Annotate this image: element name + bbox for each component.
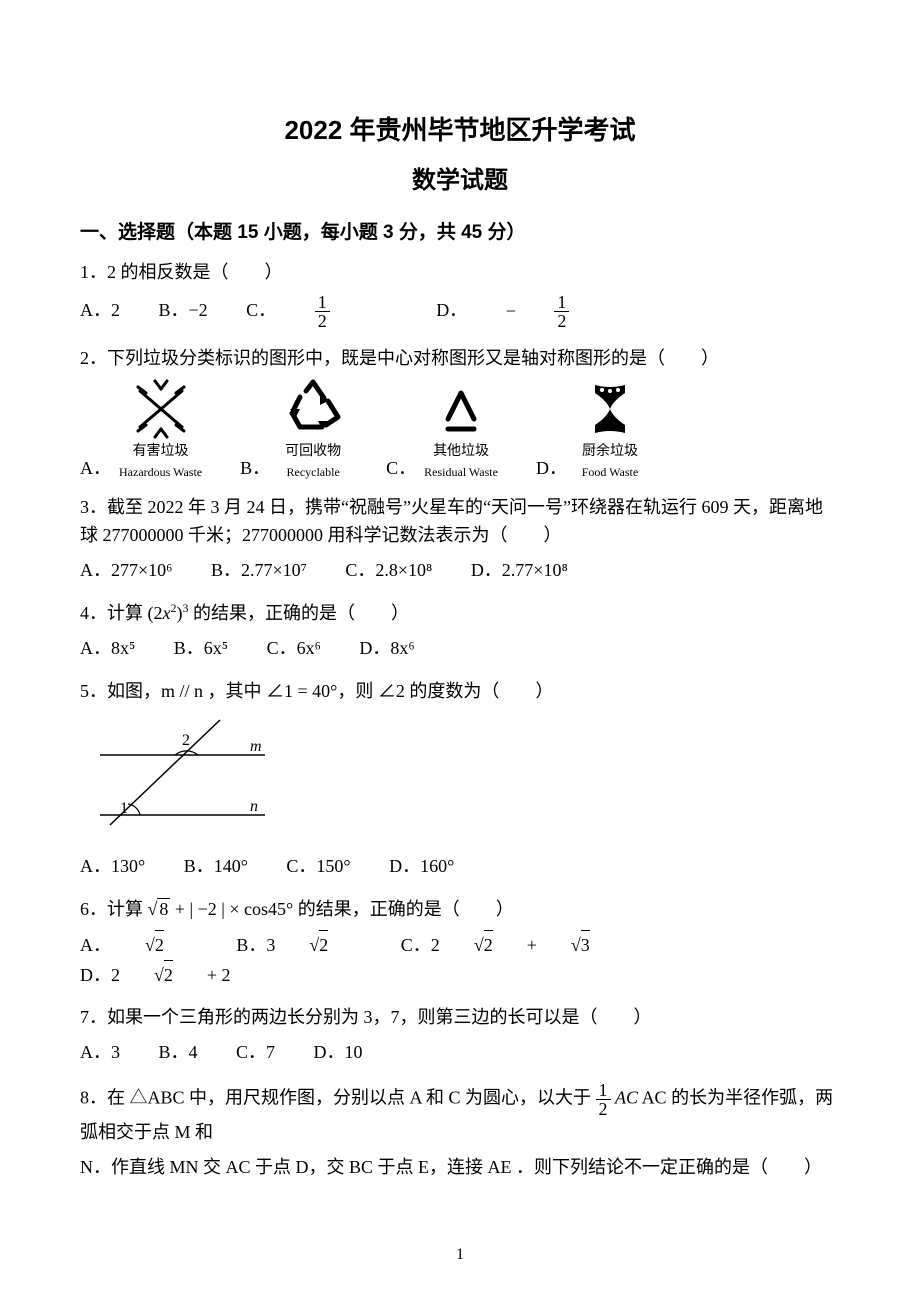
q4-pre: 4．计算 <box>80 603 143 623</box>
q4-expr-open: (2 <box>148 603 163 623</box>
q2-a-letter: A． <box>80 454 111 483</box>
q7-options: A．3 B．4 C．7 D．10 <box>80 1038 840 1067</box>
q2-a-cn: 有害垃圾 <box>119 441 202 463</box>
q8-frac-den: 2 <box>596 1100 611 1118</box>
q4-opt-d: D．8x⁶ <box>359 634 414 663</box>
q6-c-pre: C．2 <box>401 931 440 960</box>
q5-opt-b: B．140° <box>184 852 248 881</box>
q2-stem: 2．下列垃圾分类标识的图形中，既是中心对称图形又是轴对称图形的是（ ） <box>80 344 840 373</box>
q8-pre: 8．在 △ABC 中，用尺规作图，分别以点 A 和 C 为圆心，以大于 <box>80 1088 591 1108</box>
q7-opt-b: B．4 <box>159 1038 198 1067</box>
recyclable-icon <box>278 379 348 439</box>
q7-opt-c: C．7 <box>236 1038 275 1067</box>
q3-opt-b: B．2.77×10⁷ <box>211 556 307 585</box>
q6-opt-b: B．3√2 <box>236 930 362 960</box>
q1-d-prefix: D． <box>436 296 467 325</box>
q6-d-pre: D．2 <box>80 961 120 990</box>
q4-opt-b: B．6x⁵ <box>174 634 228 663</box>
q1-opt-b: B．−2 <box>159 296 208 325</box>
q4-expr-sup2: 3 <box>183 601 189 615</box>
q2-d-en: Food Waste <box>575 463 645 482</box>
q6-rest: + | −2 | × cos45° 的结果，正确的是（ ） <box>175 899 514 919</box>
q8-frac-num: 1 <box>596 1081 611 1100</box>
q2-b-letter: B． <box>240 454 270 483</box>
q6-opt-c: C．2√2 + √3 <box>401 930 624 960</box>
q3-opt-d: D．2.77×10⁸ <box>471 556 568 585</box>
q1-opt-a: A．2 <box>80 296 120 325</box>
q4-stem: 4．计算 (2x2)3 的结果，正确的是（ ） <box>80 599 840 628</box>
q1-opt-c: C． 12 <box>246 293 398 330</box>
exam-subtitle: 数学试题 <box>80 162 840 200</box>
q5-label-2: 2 <box>182 732 190 749</box>
q3-opt-a: A．277×10⁶ <box>80 556 172 585</box>
q8-line2: N．作直线 MN 交 AC 于点 D，交 BC 于点 E，连接 AE ．则下列结… <box>80 1153 840 1182</box>
q5-opt-d: D．160° <box>389 852 454 881</box>
q4-opt-a: A．8x⁵ <box>80 634 135 663</box>
q6-b-pre: B．3 <box>236 931 275 960</box>
q1-options: A．2 B．−2 C． 12 D． − 12 <box>80 293 840 330</box>
hazardous-waste-icon <box>126 379 196 439</box>
q2-b-cn: 可回收物 <box>278 441 348 463</box>
q2-options: A． 有害垃圾 Hazardous Waste B． <box>80 379 840 483</box>
q2-c-cn: 其他垃圾 <box>424 441 498 463</box>
q4-opt-c: C．6x⁶ <box>267 634 321 663</box>
q1-c-prefix: C． <box>246 296 276 325</box>
q2-a-en: Hazardous Waste <box>119 463 202 482</box>
q5-options: A．130° B．140° C．150° D．160° <box>80 852 840 881</box>
q3-opt-c: C．2.8×10⁸ <box>345 556 432 585</box>
q1-c-num: 1 <box>315 293 330 312</box>
q6-sqrt8: 8 <box>157 898 170 919</box>
exam-title: 2022 年贵州毕节地区升学考试 <box>80 110 840 152</box>
q6-options: A．√2 B．3√2 C．2√2 + √3 D．2√2 + 2 <box>80 930 840 990</box>
food-waste-icon <box>575 379 645 439</box>
q6-c-plus: + <box>527 931 537 960</box>
q5-label-1: 1 <box>120 800 128 817</box>
q1-opt-d: D． − 12 <box>436 293 637 330</box>
q2-c-letter: C． <box>386 454 416 483</box>
q4-post: 的结果，正确的是（ ） <box>193 603 409 623</box>
q2-c-en: Residual Waste <box>424 463 498 482</box>
q7-stem: 7．如果一个三角形的两边长分别为 3，7，则第三边的长可以是（ ） <box>80 1003 840 1032</box>
q6-opt-d: D．2√2 + 2 <box>80 960 265 990</box>
q1-c-den: 2 <box>315 312 330 330</box>
section-1-heading: 一、选择题（本题 15 小题，每小题 3 分，共 45 分） <box>80 218 840 248</box>
q4-expr-var: x <box>163 603 171 623</box>
q8-line1: 8．在 △ABC 中，用尺规作图，分别以点 A 和 C 为圆心，以大于 12 A… <box>80 1081 840 1147</box>
q5-opt-c: C．150° <box>286 852 350 881</box>
q7-opt-d: D．10 <box>314 1038 363 1067</box>
q6-d-post: + 2 <box>207 961 231 990</box>
q4-options: A．8x⁵ B．6x⁵ C．6x⁶ D．8x⁶ <box>80 634 840 663</box>
q1-d-den: 2 <box>554 312 569 330</box>
q5-label-m: m <box>250 738 262 755</box>
residual-waste-icon <box>426 379 496 439</box>
q1-stem: 1．2 的相反数是（ ） <box>80 258 840 287</box>
q6-pre: 6．计算 <box>80 899 143 919</box>
q6-c-rad1: 2 <box>484 930 493 960</box>
q6-a-rad: 2 <box>155 930 164 960</box>
q6-a-pre: A． <box>80 931 111 960</box>
q6-b-rad: 2 <box>319 930 328 960</box>
q1-d-num: 1 <box>554 293 569 312</box>
page-number: 1 <box>0 1242 920 1268</box>
q7-opt-a: A．3 <box>80 1038 120 1067</box>
q6-c-rad2: 3 <box>581 930 590 960</box>
q5-stem: 5．如图，m // n ，其中 ∠1 = 40°，则 ∠2 的度数为（ ） <box>80 677 840 706</box>
q1-d-neg: − <box>506 297 516 326</box>
q3-options: A．277×10⁶ B．2.77×10⁷ C．2.8×10⁸ D．2.77×10… <box>80 556 840 585</box>
q6-d-rad: 2 <box>164 960 173 990</box>
q5-label-n: n <box>250 798 258 815</box>
q5-figure: 2 1 m n <box>90 715 840 844</box>
q5-opt-a: A．130° <box>80 852 145 881</box>
q2-b-en: Recyclable <box>278 463 348 482</box>
q2-d-letter: D． <box>536 454 567 483</box>
q6-stem: 6．计算 √8 + | −2 | × cos45° 的结果，正确的是（ ） <box>80 895 840 924</box>
q2-d-cn: 厨余垃圾 <box>575 441 645 463</box>
q3-stem: 3．截至 2022 年 3 月 24 日，携带“祝融号”火星车的“天问一号”环绕… <box>80 493 840 551</box>
q6-opt-a: A．√2 <box>80 930 198 960</box>
